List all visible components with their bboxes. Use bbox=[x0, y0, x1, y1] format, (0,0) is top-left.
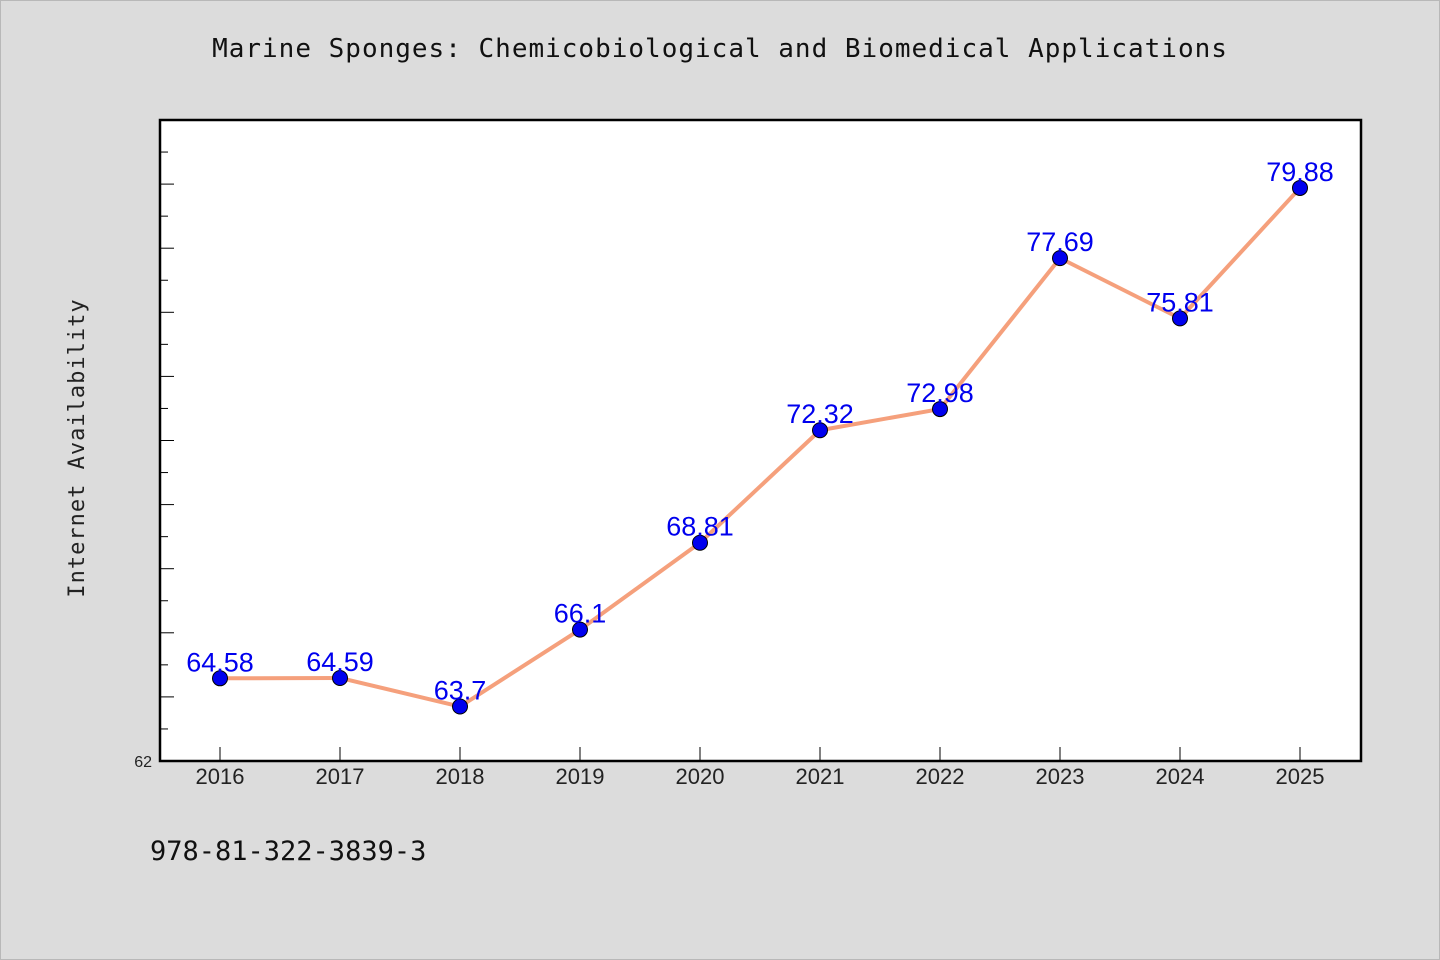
data-label: 68.81 bbox=[666, 512, 734, 542]
y-tick-label: 62 bbox=[134, 754, 152, 771]
data-label: 64.58 bbox=[186, 647, 254, 677]
data-label: 72.98 bbox=[906, 378, 974, 408]
data-label: 66.1 bbox=[554, 599, 607, 629]
y-axis-ticks bbox=[160, 151, 174, 730]
y-axis-label: Internet Availability bbox=[65, 298, 90, 597]
x-tick-label: 2016 bbox=[196, 764, 245, 789]
x-tick-label: 2017 bbox=[316, 764, 365, 789]
data-label: 63.7 bbox=[434, 676, 487, 706]
series-line bbox=[218, 185, 1302, 709]
series-polyline bbox=[218, 185, 1302, 709]
data-label: 77.69 bbox=[1026, 227, 1094, 257]
chart-title: Marine Sponges: Chemicobiological and Bi… bbox=[212, 34, 1228, 64]
data-label: 75.81 bbox=[1146, 287, 1214, 317]
y-axis-tick-labels: 62 bbox=[134, 754, 152, 771]
x-tick-label: 2018 bbox=[436, 764, 485, 789]
data-label: 72.32 bbox=[786, 399, 854, 429]
data-point bbox=[1172, 310, 1188, 327]
data-point bbox=[452, 698, 468, 715]
x-tick-label: 2024 bbox=[1156, 764, 1205, 789]
data-labels: 64.58 64.59 63.7 66.1 68.81 72.32 72.98 77.69 75… bbox=[186, 157, 1334, 706]
data-label: 64.59 bbox=[306, 647, 374, 677]
series-markers bbox=[212, 179, 1308, 715]
data-point bbox=[692, 534, 708, 551]
x-tick-label: 2022 bbox=[916, 764, 965, 789]
data-point bbox=[1052, 250, 1068, 267]
plot-area bbox=[158, 118, 1363, 763]
isbn-footer: 978-81-322-3839-3 bbox=[150, 836, 427, 867]
data-point bbox=[332, 669, 348, 686]
data-point bbox=[812, 422, 828, 439]
data-point bbox=[212, 670, 228, 687]
data-point bbox=[1292, 179, 1308, 196]
x-tick-label: 2021 bbox=[796, 764, 845, 789]
x-tick-label: 2025 bbox=[1276, 764, 1325, 789]
x-axis-ticks bbox=[219, 747, 1301, 761]
x-tick-label: 2023 bbox=[1036, 764, 1085, 789]
data-point bbox=[932, 401, 948, 418]
x-tick-label: 2020 bbox=[676, 764, 725, 789]
data-label: 79.88 bbox=[1266, 157, 1334, 187]
data-point bbox=[572, 621, 588, 638]
x-axis-tick-labels: 2016 2017 2018 2019 2020 2021 2022 2023 2024 2025 bbox=[196, 764, 1325, 789]
x-tick-label: 2019 bbox=[556, 764, 605, 789]
